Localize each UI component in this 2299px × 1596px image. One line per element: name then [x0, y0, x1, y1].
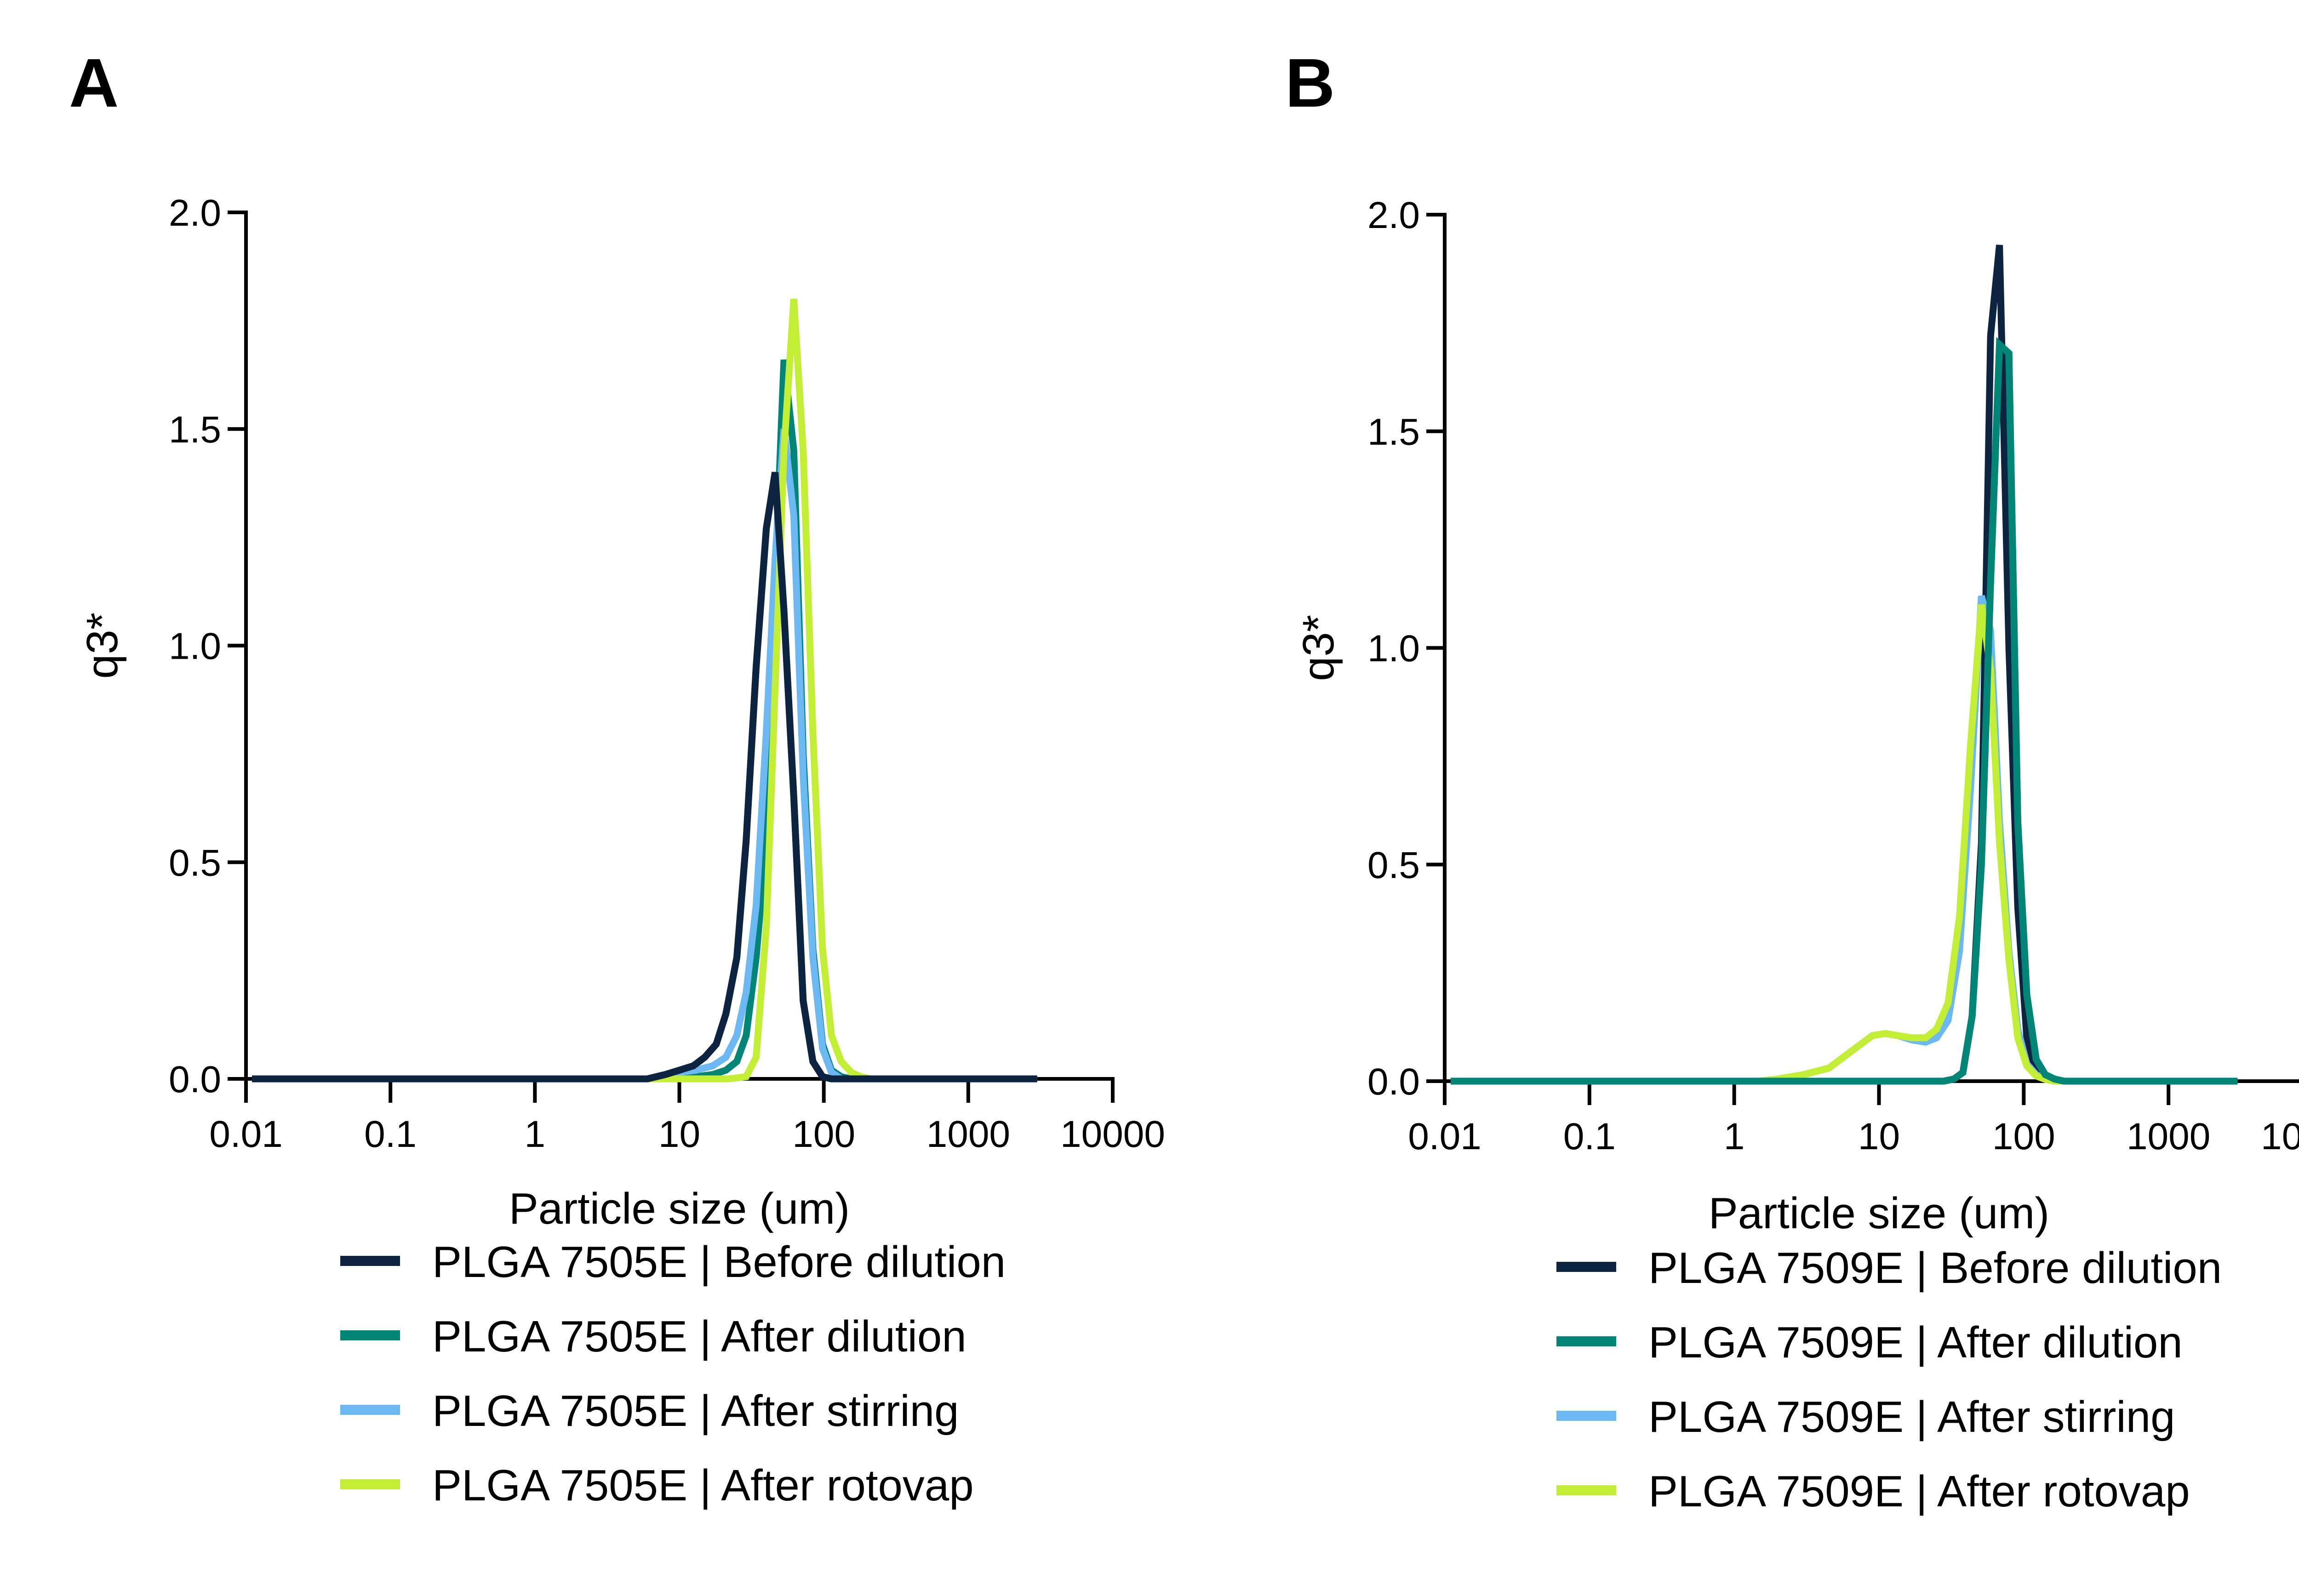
y-tick-label: 2.0 [169, 192, 221, 234]
x-tick-label: 1 [1724, 1116, 1745, 1157]
y-tick-label: 0.0 [169, 1059, 221, 1100]
legend-a: PLGA 7505E | Before dilution PLGA 7505E |… [340, 1237, 1006, 1510]
y-tick-label: 1.0 [1367, 628, 1420, 670]
legend-item: PLGA 7505E | After stirring [340, 1386, 959, 1436]
series-line-2 [252, 359, 1037, 1083]
legend-swatch [1556, 1411, 1616, 1421]
x-tick-label: 10 [1858, 1116, 1900, 1157]
legend-item: PLGA 7509E | After rotovap [1556, 1467, 2190, 1516]
series-line-2 [1451, 337, 2238, 1085]
x-tick-label: 10000 [1060, 1113, 1165, 1155]
legend-item: PLGA 7509E | Before dilution [1556, 1243, 2222, 1293]
legend-label: PLGA 7509E | After dilution [1648, 1318, 2183, 1367]
legend-b: PLGA 7509E | Before dilution PLGA 7509E |… [1556, 1243, 2222, 1516]
legend-label: PLGA 7509E | Before dilution [1648, 1243, 2222, 1293]
x-tick-label: 100 [1992, 1116, 2055, 1157]
legend-label: PLGA 7505E | Before dilution [432, 1237, 1006, 1287]
legend-swatch [340, 1330, 400, 1340]
panel-b: B 0.00.51.01.52.00.010.1110100100010000 … [1285, 44, 2299, 1516]
y-tick-label: 0.5 [1367, 844, 1420, 886]
legend-item: PLGA 7505E | Before dilution [340, 1237, 1006, 1287]
legend-item: PLGA 7505E | After dilution [340, 1312, 966, 1361]
x-tick-label: 10 [658, 1113, 700, 1155]
plot-area-a: 0.0 0.5 1.0 1.5 2.0 0.01 0.1 1 10 100 1000 10000 [169, 192, 1165, 1155]
series-line-1 [1451, 245, 2238, 1085]
legend-label: PLGA 7509E | After rotovap [1648, 1467, 2190, 1516]
legend-swatch [340, 1405, 400, 1415]
legend-swatch [1556, 1485, 1616, 1495]
x-tick-label: 10000 [2261, 1116, 2299, 1157]
y-tick-label: 1.0 [169, 626, 221, 667]
x-tick-label: 1000 [2127, 1116, 2210, 1157]
x-tick-label: 0.01 [1408, 1116, 1481, 1157]
y-tick-label: 0.0 [1367, 1061, 1420, 1103]
y-axis-title-a: q3* [78, 612, 127, 678]
panel-label-b: B [1285, 44, 1335, 121]
series-line-3 [1451, 595, 2238, 1085]
panel-a: A 0.00.51.01.52.00.01 0.1 1 10 100 1000 10000 … [69, 44, 1165, 1510]
x-axis-title-a: Particle size (um) [509, 1184, 850, 1233]
legend-item: PLGA 7509E | After dilution [1556, 1318, 2183, 1367]
x-axis-title-b: Particle size (um) [1709, 1189, 2049, 1238]
panel-label-a: A [69, 44, 119, 121]
series-line-4 [252, 299, 1037, 1083]
x-tick-label: 0.1 [364, 1113, 417, 1155]
legend-label: PLGA 7509E | After stirring [1648, 1392, 2175, 1442]
x-tick-label: 0.01 [209, 1113, 283, 1155]
series-line-4 [1451, 604, 2238, 1085]
y-tick-label: 2.0 [1367, 194, 1420, 236]
legend-swatch [340, 1479, 400, 1489]
y-axis-title-b: q3* [1294, 615, 1343, 681]
legend-item: PLGA 7509E | After stirring [1556, 1392, 2175, 1442]
series-line-1 [252, 472, 1037, 1083]
legend-label: PLGA 7505E | After stirring [432, 1386, 959, 1436]
y-tick-label: 1.5 [1367, 411, 1420, 453]
legend-swatch [1556, 1262, 1616, 1272]
x-tick-label: 100 [792, 1113, 855, 1155]
x-tick-label: 0.1 [1563, 1116, 1616, 1157]
plot-area-b: 0.0 0.5 1.0 1.5 2.0 0.01 0.1 1 10 100 1000 10000 [1367, 194, 2299, 1157]
series-line-3 [252, 428, 1037, 1083]
y-tick-label: 0.5 [169, 842, 221, 884]
legend-swatch [1556, 1336, 1616, 1346]
x-tick-label: 1 [525, 1113, 546, 1155]
x-tick-label: 1000 [926, 1113, 1010, 1155]
legend-label: PLGA 7505E | After rotovap [432, 1461, 974, 1510]
legend-swatch [340, 1256, 400, 1266]
legend-item: PLGA 7505E | After rotovap [340, 1461, 974, 1510]
legend-label: PLGA 7505E | After dilution [432, 1312, 966, 1361]
y-tick-label: 1.5 [169, 409, 221, 450]
series-line-2-overlay [1451, 337, 2238, 1085]
series-line-1-overlay [252, 472, 1037, 1083]
